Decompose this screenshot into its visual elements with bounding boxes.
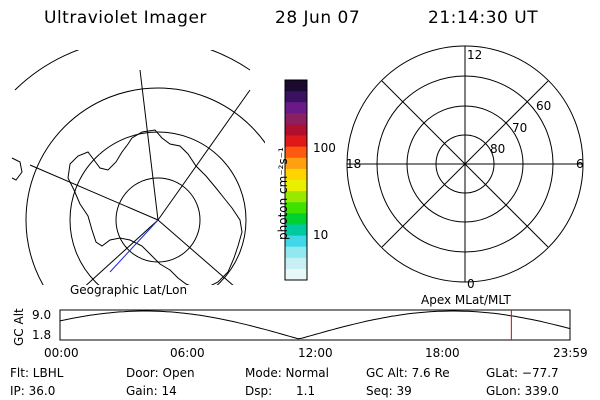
colorbar-band bbox=[285, 113, 307, 125]
mlt-line-diag-2 bbox=[381, 80, 549, 248]
xtick-0000: 00:00 bbox=[44, 346, 79, 360]
info-glat: GLat: −77.7 bbox=[486, 366, 559, 380]
colorbar-tick-100: 100 bbox=[313, 141, 336, 155]
date-label: 28 Jun 07 bbox=[275, 8, 361, 28]
mlt-label-12: 12 bbox=[467, 48, 482, 62]
apex-panel-label: Apex MLat/MLT bbox=[421, 293, 511, 307]
timeline-ymin: 1.8 bbox=[32, 328, 52, 342]
colorbar-band bbox=[285, 224, 307, 237]
mlt-label-18: 18 bbox=[346, 157, 361, 171]
timeline-ymax: 9.0 bbox=[32, 308, 52, 322]
colorbar-band bbox=[285, 191, 307, 203]
ground-track bbox=[109, 219, 159, 273]
colorbar-band bbox=[285, 146, 307, 159]
south-america-tip bbox=[11, 157, 23, 181]
info-dsp-label: Dsp: bbox=[245, 384, 273, 398]
info-gain: Gain: 14 bbox=[126, 384, 177, 398]
info-gc-alt: GC Alt: 7.6 Re bbox=[366, 366, 450, 380]
info-ip: IP: 36.0 bbox=[10, 384, 56, 398]
info-mode: Mode: Normal bbox=[245, 366, 329, 380]
colorbar-band bbox=[285, 124, 307, 137]
colorbar-band bbox=[285, 268, 307, 281]
colorbar-band bbox=[285, 157, 307, 170]
colorbar-band bbox=[285, 180, 307, 192]
mlat-label-70: 70 bbox=[512, 121, 527, 135]
lat-arc-outer bbox=[14, 50, 251, 91]
info-filter: Flt: LBHL bbox=[10, 366, 64, 380]
info-door: Door: Open bbox=[126, 366, 195, 380]
info-dsp-value: 1.1 bbox=[296, 384, 316, 398]
lat-circle-mid bbox=[69, 131, 247, 285]
xtick-0600: 06:00 bbox=[170, 346, 205, 360]
timeline-ylabel: GC Alt bbox=[12, 308, 26, 346]
mlat-label-80: 80 bbox=[490, 142, 505, 156]
xtick-1800: 18:00 bbox=[425, 346, 460, 360]
mlt-label-6: 6 bbox=[576, 157, 584, 171]
mlat-label-60: 60 bbox=[536, 99, 551, 113]
altitude-curve bbox=[59, 310, 571, 340]
meridian-4 bbox=[157, 219, 234, 285]
meridian-5 bbox=[85, 219, 159, 285]
meridian-3 bbox=[29, 164, 159, 221]
colorbar-band bbox=[285, 91, 307, 103]
colorbar-band bbox=[285, 213, 307, 225]
time-label: 21:14:30 UT bbox=[428, 8, 539, 28]
meridian-2 bbox=[157, 89, 251, 221]
colorbar-band bbox=[285, 246, 307, 259]
timeline-plot bbox=[59, 309, 571, 341]
colorbar-unit-label: photon cm⁻²s⁻¹ bbox=[276, 147, 290, 240]
meridian-1 bbox=[139, 69, 159, 221]
colorbar-band bbox=[285, 168, 307, 181]
colorbar-band bbox=[285, 102, 307, 114]
lat-circle-outer bbox=[25, 87, 265, 285]
colorbar-band bbox=[285, 80, 307, 92]
mlt-label-0: 0 bbox=[467, 277, 475, 291]
xtick-2359: 23:59 bbox=[553, 346, 588, 360]
info-seq: Seq: 39 bbox=[366, 384, 412, 398]
colorbar-band bbox=[285, 257, 307, 270]
colorbar-frame bbox=[284, 79, 308, 281]
instrument-title: Ultraviolet Imager bbox=[44, 8, 207, 28]
xtick-1200: 12:00 bbox=[298, 346, 333, 360]
apex-polar-plot: 12 18 6 0 60 70 80 bbox=[346, 45, 584, 291]
colorbar-band bbox=[285, 202, 307, 214]
colorbar-band bbox=[285, 235, 307, 248]
info-glon: GLon: 339.0 bbox=[486, 384, 559, 398]
colorbar bbox=[284, 79, 308, 281]
colorbar-tick-10: 10 bbox=[313, 228, 329, 242]
colorbar-band bbox=[285, 135, 307, 148]
geo-panel-label: Geographic Lat/Lon bbox=[70, 283, 187, 297]
geographic-map: Geographic Lat/Lon bbox=[11, 50, 265, 297]
antarctica-outline bbox=[67, 129, 243, 285]
